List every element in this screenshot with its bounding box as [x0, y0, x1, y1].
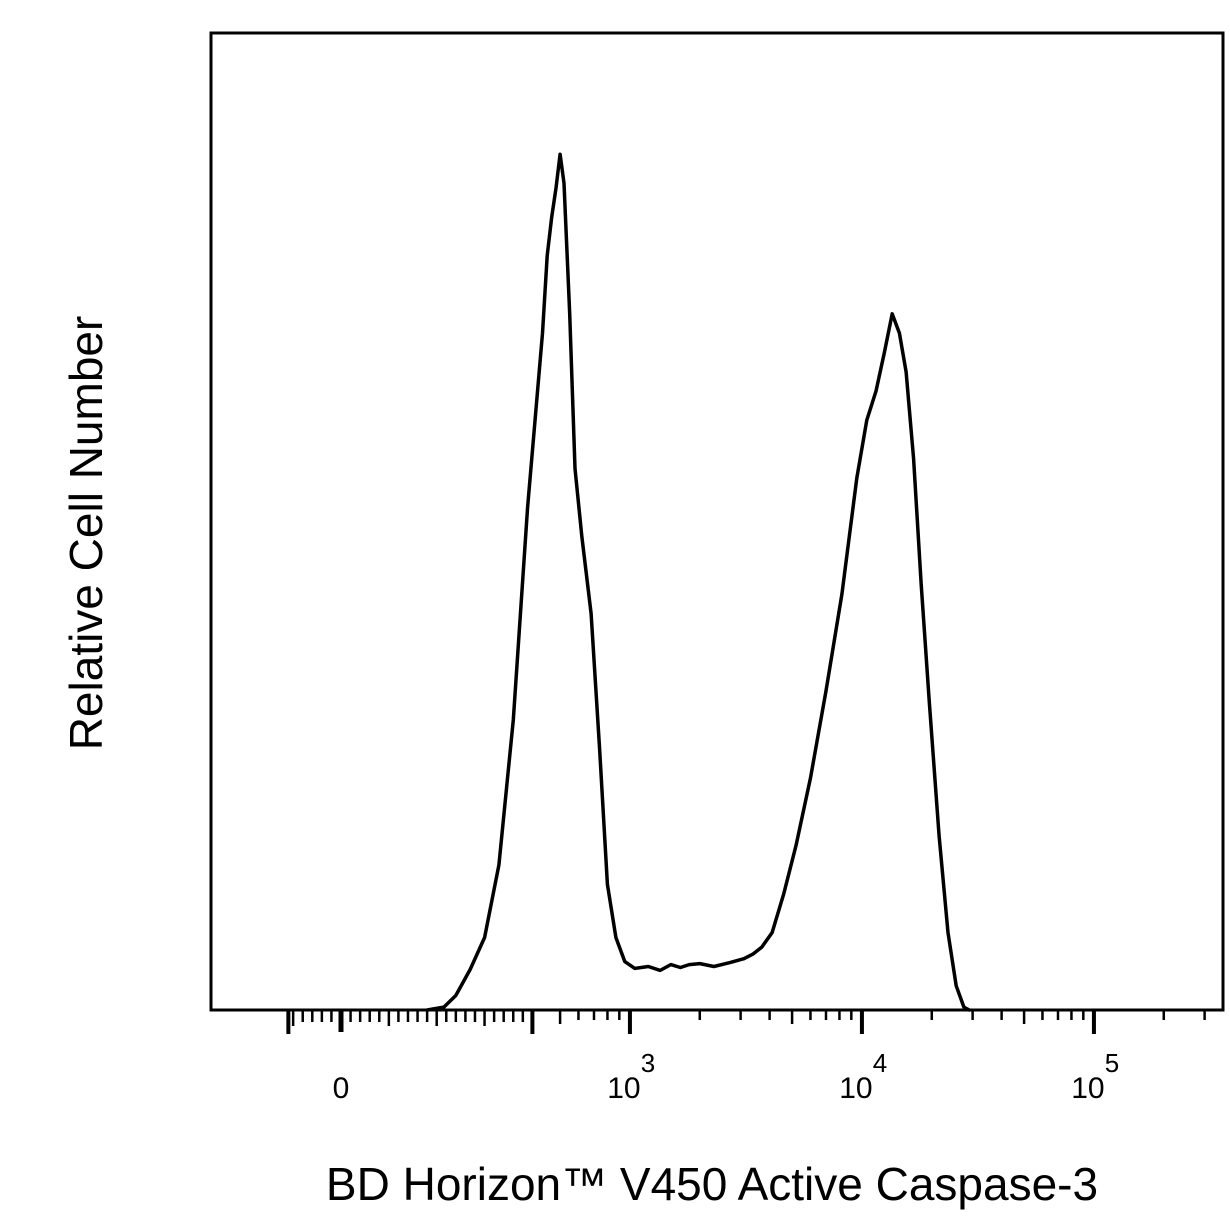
x-tick-label: 104 — [839, 1048, 887, 1105]
y-axis-title: Relative Cell Number — [60, 316, 112, 751]
x-tick-label: 105 — [1071, 1048, 1119, 1105]
x-tick-label-exponent: 3 — [641, 1048, 655, 1078]
x-tick-label-base: 10 — [607, 1072, 640, 1105]
plot-frame — [209, 31, 1225, 1012]
x-tick-label: 0 — [333, 1072, 350, 1105]
histogram-series-line — [425, 152, 971, 1012]
x-axis-title: BD Horizon™ V450 Active Caspase-3 — [326, 1158, 1098, 1210]
x-tick-label-exponent: 5 — [1105, 1048, 1119, 1078]
x-tick-label-base: 10 — [1071, 1072, 1104, 1105]
x-axis-minor-ticks — [291, 1010, 1206, 1026]
x-tick-label-base: 10 — [839, 1072, 872, 1105]
x-tick-label-exponent: 4 — [873, 1048, 887, 1078]
x-axis-major-ticks — [286, 1010, 1096, 1034]
x-tick-label-base: 0 — [333, 1072, 350, 1105]
x-tick-label: 103 — [607, 1048, 655, 1105]
